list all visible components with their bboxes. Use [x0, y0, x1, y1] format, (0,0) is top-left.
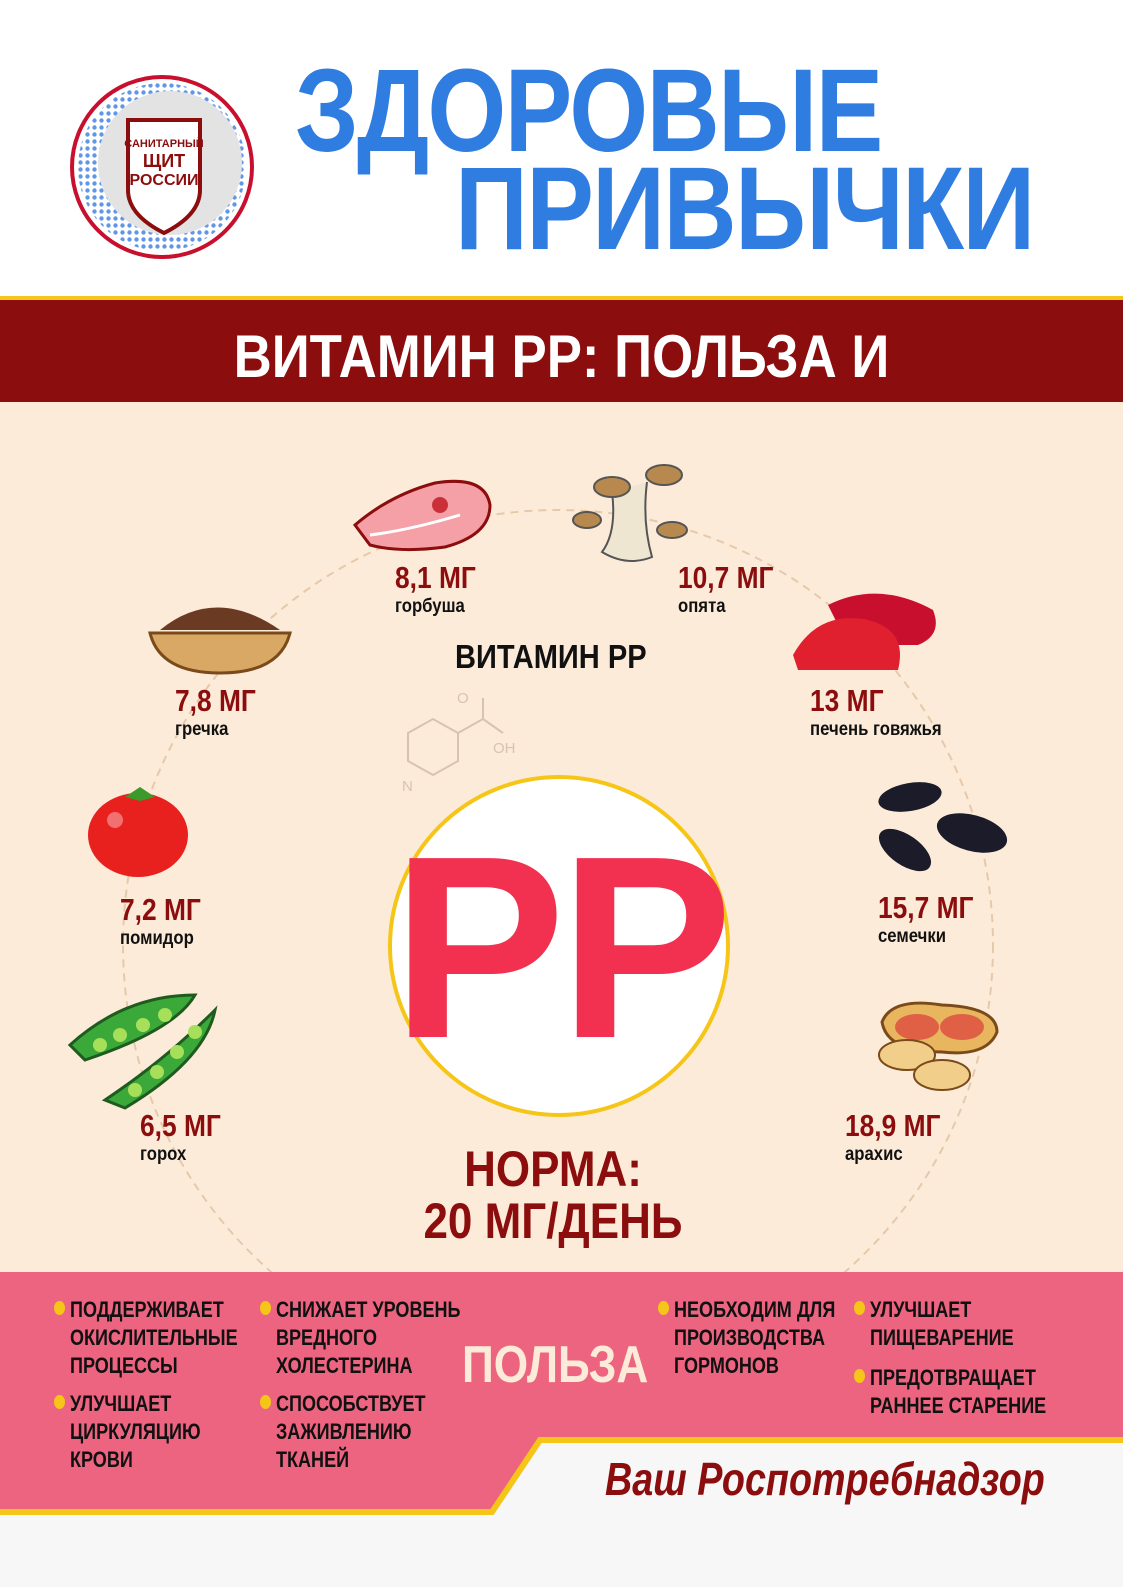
benefit-line: ГОРМОНОВ [674, 1353, 779, 1378]
bullet-icon [854, 1301, 865, 1315]
benefit-line: НЕОБХОДИМ ДЛЯ [674, 1297, 836, 1322]
vitamin-label: ВИТАМИН PP [455, 638, 647, 675]
benefits-title: ПОЛЬЗА [462, 1336, 649, 1394]
benefit-item: ПРЕДОТВРАЩАЕТ РАННЕЕ СТАРЕНИЕ [870, 1364, 1046, 1420]
bullet-icon [260, 1395, 271, 1409]
source-name: горох [140, 1144, 187, 1165]
source-amount: 15,7 МГ [878, 890, 974, 925]
formula-n: N [402, 778, 413, 795]
source-name: горбуша [395, 596, 465, 617]
source-amount: 8,1 МГ [395, 560, 476, 595]
benefit-line: ХОЛЕСТЕРИНА [276, 1353, 413, 1378]
svg-text:ЩИТ: ЩИТ [143, 151, 185, 171]
salmon-steak-icon [352, 479, 492, 552]
bullet-icon [54, 1301, 65, 1315]
benefit-line: ПОДДЕРЖИВАЕТ [70, 1297, 224, 1322]
formula-oh: OH [493, 740, 516, 757]
benefit-line: ОКИСЛИТЕЛЬНЫЕ [70, 1325, 238, 1350]
benefit-line: СПОСОБСТВУЕТ [276, 1391, 426, 1416]
benefit-line: ТКАНЕЙ [276, 1447, 350, 1472]
benefit-line: ВРЕДНОГО [276, 1325, 378, 1350]
bullet-icon [260, 1301, 271, 1315]
svg-text:РОССИИ: РОССИИ [129, 172, 198, 189]
sunflower-seeds-icon [878, 782, 1008, 872]
pp-letters: PP [392, 803, 733, 1093]
benefit-line: ЦИРКУЛЯЦИЮ [70, 1419, 201, 1444]
beef-liver-icon [793, 593, 936, 670]
mushrooms-icon [572, 464, 688, 562]
benefit-line: УЛУЧШАЕТ [70, 1391, 172, 1416]
pp-circle: PP [388, 775, 733, 1117]
benefits-panel [0, 1272, 1123, 1587]
source-name: печень говяжья [810, 719, 942, 740]
peas-icon [67, 993, 218, 1110]
source-amount: 18,9 МГ [845, 1108, 941, 1143]
norm-value: 20 МГ/ДЕНЬ [423, 1193, 683, 1249]
benefit-line: ПРЕДОТВРАЩАЕТ [870, 1365, 1036, 1390]
benefit-line: ПИЩЕВАРЕНИЕ [870, 1325, 1014, 1350]
source-name: арахис [845, 1144, 903, 1165]
norm-label: НОРМА: [464, 1141, 642, 1197]
benefit-line: ПРОЦЕССЫ [70, 1353, 178, 1378]
benefit-line: ЗАЖИВЛЕНИЮ [276, 1419, 412, 1444]
bullet-icon [658, 1301, 669, 1315]
benefit-item: СНИЖАЕТ УРОВЕНЬ ВРЕДНОГО ХОЛЕСТЕРИНА [276, 1296, 461, 1380]
signature: Ваш Роспотребнадзор [605, 1453, 1045, 1505]
source-amount: 7,8 МГ [175, 683, 256, 718]
benefit-item: ПОДДЕРЖИВАЕТ ОКИСЛИТЕЛЬНЫЕ ПРОЦЕССЫ [70, 1296, 238, 1380]
svg-text:САНИТАРНЫЙ: САНИТАРНЫЙ [124, 137, 203, 150]
buckwheat-bowl-icon [148, 607, 292, 675]
source-amount: 13 МГ [810, 683, 884, 718]
section-banner: ВИТАМИН PP: ПОЛЬЗА И ИСТОЧНИКИ [0, 296, 1123, 459]
sanitary-shield-logo: САНИТАРНЫЙ ЩИТ РОССИИ [70, 75, 254, 259]
benefit-line: КРОВИ [70, 1447, 133, 1472]
benefit-item: НЕОБХОДИМ ДЛЯ ПРОИЗВОДСТВА ГОРМОНОВ [674, 1296, 835, 1380]
benefit-line: УЛУЧШАЕТ [870, 1297, 972, 1322]
formula-o: O [457, 690, 469, 707]
title-line-2: ПРИВЫЧКИ [455, 143, 1035, 275]
source-name: опята [678, 596, 726, 617]
dashed-ring [122, 509, 994, 1272]
benefit-item: УЛУЧШАЕТ ПИЩЕВАРЕНИЕ [870, 1296, 1014, 1352]
benefit-line: РАННЕЕ СТАРЕНИЕ [870, 1393, 1047, 1418]
benefit-line: СНИЖАЕТ УРОВЕНЬ [276, 1297, 461, 1322]
benefit-line: ПРОИЗВОДСТВА [674, 1325, 826, 1350]
source-amount: 10,7 МГ [678, 560, 774, 595]
benefit-item: СПОСОБСТВУЕТ ЗАЖИВЛЕНИЮ ТКАНЕЙ [276, 1390, 426, 1474]
benefit-item: УЛУЧШАЕТ ЦИРКУЛЯЦИЮ КРОВИ [70, 1390, 201, 1474]
bullet-icon [854, 1369, 865, 1383]
tomato-icon [88, 787, 188, 877]
source-amount: 7,2 МГ [120, 892, 201, 927]
peanuts-icon [878, 1001, 999, 1091]
source-amount: 6,5 МГ [140, 1108, 221, 1143]
bullet-icon [54, 1395, 65, 1409]
source-name: помидор [120, 928, 194, 949]
nicotinic-acid-formula: O OH N [402, 690, 516, 795]
source-name: гречка [175, 719, 229, 740]
source-name: семечки [878, 926, 946, 947]
title-line-1: ЗДОРОВЫЕ [295, 45, 883, 177]
